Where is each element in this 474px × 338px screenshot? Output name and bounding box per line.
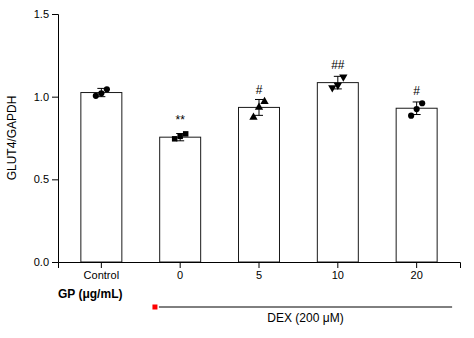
group-line [159, 307, 452, 308]
y-axis: 0.0 0.5 1.0 1.5 [34, 8, 59, 268]
point [408, 113, 414, 119]
point [93, 93, 99, 99]
y-tick-label: 1.5 [34, 8, 49, 20]
error-bars [97, 76, 420, 140]
y-tick-mark [52, 14, 58, 15]
x-tick: 20 [411, 262, 423, 281]
x-tick-label: 0 [177, 269, 183, 281]
marks [81, 74, 437, 262]
bar [396, 108, 437, 262]
error-cap [255, 99, 263, 100]
y-axis-title: GLUT4/GAPDH [5, 96, 19, 181]
x-tick-mark [180, 262, 181, 268]
significance-label: ## [331, 58, 345, 72]
x-tick-mark [416, 262, 417, 268]
x-axis: Control 0 5 10 20 [59, 262, 461, 281]
point [328, 85, 336, 92]
plot: 0.00.51.01.5Control051020GLUT4/GAPDH**##… [5, 8, 461, 325]
point [177, 134, 182, 139]
point [98, 90, 104, 96]
y-tick: 0.0 [34, 256, 58, 268]
group-label: DEX (200 μM) [267, 311, 343, 325]
x-tick-label: 5 [256, 269, 262, 281]
points [93, 74, 426, 141]
point [339, 74, 347, 81]
point [419, 100, 425, 106]
point [260, 97, 268, 104]
y-tick-mark [52, 179, 58, 180]
x-axis-title: GP (μg/mL) [58, 287, 122, 301]
x-tick: 5 [256, 262, 262, 281]
y-tick-label: 1.0 [34, 91, 49, 103]
point [183, 131, 188, 136]
chart: 0.00.51.01.5Control051020GLUT4/GAPDH**##… [0, 0, 474, 338]
y-tick: 0.5 [34, 173, 58, 185]
annotations: **#### [176, 58, 421, 127]
group-marker [152, 305, 157, 310]
x-tick-mark [259, 262, 260, 268]
bar [239, 107, 280, 262]
y-tick-label: 0.0 [34, 256, 49, 268]
x-tick-mark [101, 262, 102, 268]
error-cap [255, 115, 263, 116]
significance-label: ** [176, 113, 186, 127]
x-tick-mark [337, 262, 338, 268]
point [249, 113, 257, 120]
point [334, 83, 342, 90]
bar [160, 137, 201, 262]
point [414, 106, 420, 112]
x-tick: 0 [177, 262, 183, 281]
x-tick: 10 [332, 262, 344, 281]
x-tick: Control [84, 262, 119, 281]
bar [81, 93, 122, 262]
bars [81, 83, 437, 262]
y-tick-label: 0.5 [34, 173, 49, 185]
x-tick-label: 10 [332, 269, 344, 281]
y-axis-line [52, 15, 59, 263]
point [172, 136, 177, 141]
x-tick-label: Control [84, 269, 119, 281]
x-tick-label: 20 [411, 269, 423, 281]
y-tick: 1.5 [34, 8, 58, 20]
y-tick: 1.0 [34, 91, 58, 103]
y-tick-mark [52, 262, 58, 263]
significance-label: # [256, 83, 263, 97]
point [104, 86, 110, 92]
bar [317, 83, 358, 262]
x-axis-line [59, 263, 461, 269]
significance-label: # [413, 84, 420, 98]
y-tick-mark [52, 97, 58, 98]
group-bracket: DEX (200 μM) [152, 305, 452, 326]
